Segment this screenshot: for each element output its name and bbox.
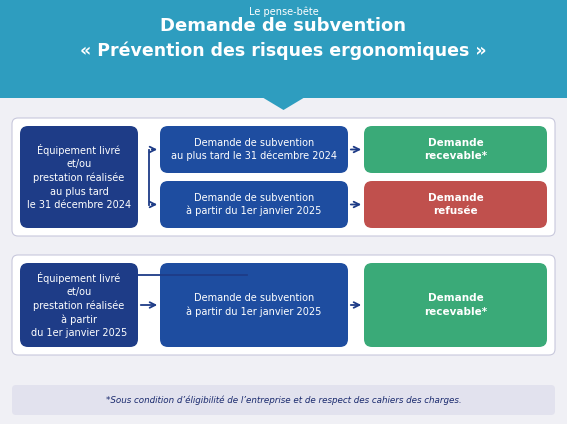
FancyBboxPatch shape (364, 181, 547, 228)
Text: « Prévention des risques ergonomiques »: « Prévention des risques ergonomiques » (80, 42, 487, 60)
FancyBboxPatch shape (12, 255, 555, 355)
Polygon shape (264, 98, 303, 110)
FancyBboxPatch shape (364, 263, 547, 347)
FancyBboxPatch shape (160, 181, 348, 228)
Text: Le pense-bête: Le pense-bête (248, 7, 319, 17)
FancyBboxPatch shape (0, 0, 567, 98)
FancyBboxPatch shape (160, 263, 348, 347)
Text: Équipement livré
et/ou
prestation réalisée
au plus tard
le 31 décembre 2024: Équipement livré et/ou prestation réalis… (27, 144, 131, 210)
FancyBboxPatch shape (160, 126, 348, 173)
Text: Demande de subvention
à partir du 1er janvier 2025: Demande de subvention à partir du 1er ja… (187, 293, 321, 317)
FancyBboxPatch shape (364, 126, 547, 173)
FancyBboxPatch shape (20, 263, 138, 347)
Text: Demande de subvention
au plus tard le 31 décembre 2024: Demande de subvention au plus tard le 31… (171, 137, 337, 162)
Text: Demande
recevable*: Demande recevable* (424, 293, 487, 317)
Text: Demande de subvention
à partir du 1er janvier 2025: Demande de subvention à partir du 1er ja… (187, 192, 321, 216)
Text: Demande de subvention: Demande de subvention (160, 17, 407, 35)
Text: Équipement livré
et/ou
prestation réalisée
à partir
du 1er janvier 2025: Équipement livré et/ou prestation réalis… (31, 272, 127, 338)
Text: Demande
refusée: Demande refusée (428, 193, 484, 216)
FancyBboxPatch shape (20, 126, 138, 228)
FancyBboxPatch shape (12, 385, 555, 415)
Text: Demande
recevable*: Demande recevable* (424, 138, 487, 161)
Text: *Sous condition d’éligibilité de l’entreprise et de respect des cahiers des char: *Sous condition d’éligibilité de l’entre… (105, 395, 462, 405)
FancyBboxPatch shape (12, 118, 555, 236)
